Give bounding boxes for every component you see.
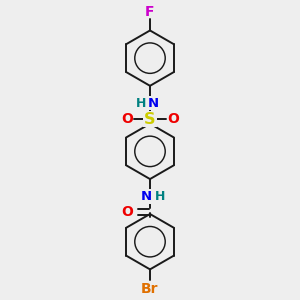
Text: F: F xyxy=(145,5,155,20)
Text: O: O xyxy=(121,205,133,219)
Text: H: H xyxy=(154,190,165,203)
Text: Br: Br xyxy=(141,282,159,296)
Text: N: N xyxy=(148,97,159,110)
Text: N: N xyxy=(141,190,152,203)
Text: H: H xyxy=(136,97,146,110)
Text: O: O xyxy=(167,112,179,126)
Text: S: S xyxy=(144,112,156,127)
Text: O: O xyxy=(121,112,133,126)
